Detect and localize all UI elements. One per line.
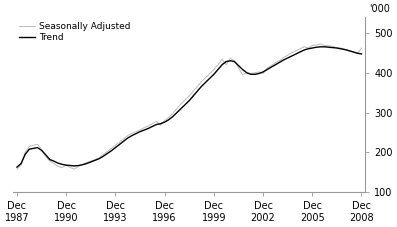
Seasonally Adjusted	[318, 43, 323, 45]
Seasonally Adjusted	[343, 48, 347, 51]
Trend	[343, 48, 347, 51]
Trend	[133, 132, 138, 135]
Trend	[359, 53, 364, 55]
Seasonally Adjusted	[121, 138, 126, 140]
Seasonally Adjusted	[359, 47, 364, 49]
Line: Seasonally Adjusted: Seasonally Adjusted	[17, 44, 362, 169]
Trend	[187, 99, 192, 102]
Trend	[117, 143, 122, 146]
Seasonally Adjusted	[117, 141, 122, 143]
Line: Trend: Trend	[17, 47, 362, 167]
Trend	[121, 140, 126, 143]
Seasonally Adjusted	[187, 94, 192, 97]
Legend: Seasonally Adjusted, Trend: Seasonally Adjusted, Trend	[18, 22, 131, 43]
Trend	[72, 165, 77, 167]
Seasonally Adjusted	[133, 130, 138, 133]
Trend	[318, 45, 323, 48]
Seasonally Adjusted	[72, 168, 77, 170]
Text: '000: '000	[370, 4, 390, 14]
Trend	[15, 166, 19, 168]
Seasonally Adjusted	[15, 168, 19, 170]
